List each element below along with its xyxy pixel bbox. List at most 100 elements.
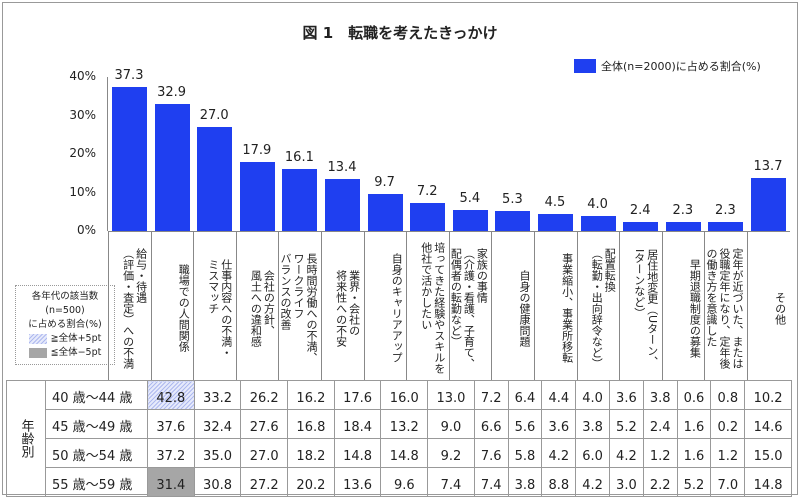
- table-cell: 26.2: [240, 380, 289, 410]
- table-cell: 14.6: [744, 409, 792, 439]
- table-cell: 3.6: [541, 409, 577, 439]
- table-cell: 30.8: [193, 467, 242, 497]
- table-cell: 9.6: [380, 467, 429, 497]
- table-cell: 3.8: [575, 409, 610, 439]
- y-tick-label: 0%: [76, 223, 96, 237]
- note-line: (n=500): [45, 305, 85, 316]
- bar: [367, 193, 403, 231]
- bar: [751, 178, 786, 231]
- age-label: 50 歳～54 歳: [45, 438, 148, 468]
- category-label: 事業縮小、事業所移転: [534, 232, 577, 380]
- table-cell: 27.6: [240, 409, 289, 439]
- table-cell: 7.2: [473, 380, 509, 410]
- table-cell: 13.6: [333, 467, 382, 497]
- note-line: に占める割合(%): [28, 319, 102, 330]
- bar: [538, 213, 573, 231]
- data-label: 4.5: [544, 194, 566, 210]
- table-cell: 37.2: [147, 438, 195, 468]
- data-label: 2.4: [629, 202, 651, 218]
- category-label: 自身の健康問題: [491, 232, 534, 380]
- table-cell: 3.8: [642, 380, 678, 410]
- table-cell: 16.0: [380, 380, 429, 410]
- data-label: 27.0: [199, 108, 229, 124]
- lo-label: ≦全体−5pt: [50, 347, 102, 358]
- data-label: 2.3: [715, 203, 736, 219]
- legend-label: 全体(n=2000)に占める割合(%): [601, 60, 761, 73]
- table-cell: 7.4: [473, 467, 509, 497]
- table-cell: 20.2: [287, 467, 335, 497]
- table-cell: 1.2: [642, 438, 678, 468]
- data-label: 16.1: [284, 150, 314, 165]
- chart-title: 図 1 転職を考えたきっかけ: [302, 24, 498, 42]
- table-cell: 5.6: [507, 409, 543, 439]
- category-label: 定年が近づいた、または 役職定年になり、定年後 の働き方を意識した: [704, 232, 747, 380]
- hatch-swatch: [28, 334, 47, 344]
- bar: [154, 104, 190, 231]
- table-cell: 14.8: [333, 438, 382, 468]
- age-table: 年齢別 40 歳～44 歳 42.8 33.2 26.2 16.2 17.6 16.0 13.0…: [6, 380, 792, 497]
- table-cell: 35.0: [193, 438, 242, 468]
- table-cell: 3.8: [507, 467, 543, 497]
- table-row: 年齢別 40 歳～44 歳 42.8 33.2 26.2 16.2 17.6 16.0 13.0…: [6, 380, 792, 497]
- category-label: 家族の事情 （介護・看護、子育て、 配偶者の転勤など）: [448, 232, 492, 380]
- table-cell: 4.0: [575, 380, 610, 410]
- table-cell: 32.4: [193, 409, 242, 439]
- category-label: 給与・待遇 （評価・査定）への不満: [108, 232, 151, 380]
- table-cell: 42.8: [147, 380, 195, 410]
- y-tick-label: 20%: [69, 146, 96, 160]
- category-label: 配置転換 （転勤・出向辞令など）: [576, 232, 620, 380]
- table-cell: 4.4: [541, 380, 577, 410]
- category-label: 仕事内容への不満・ ミスマッチ: [193, 232, 236, 380]
- category-label: 早期退職制度の募集: [661, 232, 705, 380]
- table-cell: 18.4: [333, 409, 382, 439]
- table-cell: 33.2: [193, 380, 242, 410]
- bar: [112, 87, 147, 231]
- bar: [452, 210, 488, 231]
- bar: [239, 162, 275, 231]
- table-cell: 9.0: [427, 409, 475, 439]
- chart-legend: 全体(n=2000)に占める割合(%): [574, 58, 761, 74]
- table-cell: 18.2: [287, 438, 335, 468]
- table-cell: 16.8: [287, 409, 335, 439]
- data-label: 7.2: [416, 184, 438, 200]
- data-label: 2.3: [672, 203, 694, 219]
- table-cell: 31.4: [147, 467, 195, 497]
- table-cell: 8.8: [541, 467, 577, 497]
- table-cell: 2.2: [642, 467, 678, 497]
- table-cell: 4.2: [609, 438, 644, 468]
- data-label: 9.7: [374, 174, 395, 190]
- hi-label: ≧全体+5pt: [50, 333, 102, 344]
- table-cell: 5.8: [507, 438, 543, 468]
- age-label: 45 歳～49 歳: [45, 409, 148, 439]
- data-label: 37.3: [114, 68, 144, 84]
- table-cell: 13.0: [427, 380, 475, 410]
- table-cell: 27.0: [240, 438, 289, 468]
- data-label: 13.7: [753, 159, 783, 175]
- table-cell: 3.0: [609, 467, 644, 497]
- category-label: 会社の方針、 風土への違和感: [235, 232, 279, 380]
- y-tick-label: 30%: [69, 107, 96, 122]
- table-cell: 7.4: [427, 467, 475, 497]
- table-cell: 14.8: [380, 438, 429, 468]
- table-cell: 1.6: [676, 409, 712, 439]
- table-cell: 14.8: [744, 467, 792, 497]
- table-cell: 6.6: [473, 409, 509, 439]
- category-label: 業界・会社の 将来性への不安: [321, 232, 364, 380]
- y-tick-label: 10%: [69, 184, 96, 199]
- table-cell: 0.8: [710, 380, 746, 410]
- table-cell: 0.2: [710, 409, 746, 439]
- category-label: 培ってきた経験やスキルを 他社で活かしたい: [406, 232, 449, 380]
- bar: [325, 179, 360, 231]
- highlight-legend: 各年代の該当数 (n=500) に占める割合(%) ≧全体+5pt ≦全体−5p…: [15, 285, 115, 365]
- data-label: 13.4: [327, 160, 357, 176]
- age-label: 40 歳～44 歳: [45, 380, 148, 410]
- data-label: 17.9: [242, 143, 272, 159]
- table-cell: 7.0: [710, 467, 746, 497]
- table-cell: 17.6: [333, 380, 382, 410]
- table-cell: 6.4: [507, 380, 543, 410]
- note-line: 各年代の該当数: [31, 291, 99, 302]
- legend-swatch: [574, 59, 596, 73]
- table-cell: 6.0: [575, 438, 610, 468]
- bar: [495, 210, 531, 231]
- y-tick-label: 40%: [69, 69, 96, 83]
